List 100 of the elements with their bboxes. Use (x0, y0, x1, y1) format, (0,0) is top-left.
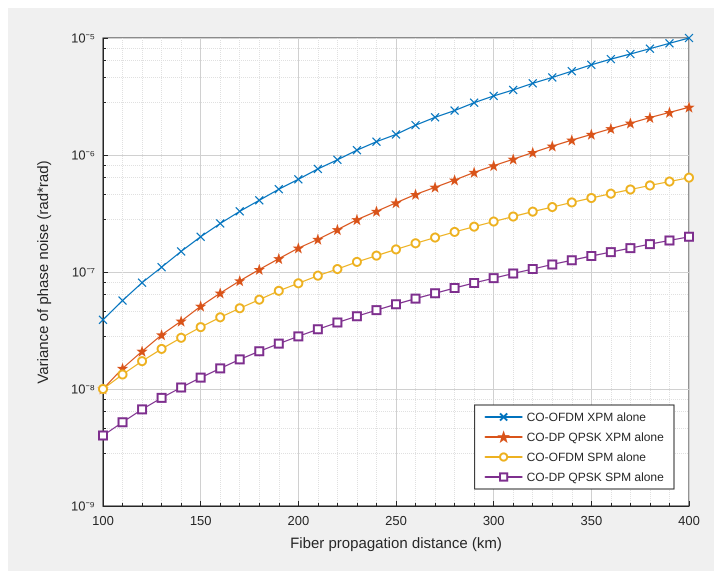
point (410, 294, 421, 304)
point (234, 354, 245, 364)
point (176, 332, 186, 343)
point (684, 33, 694, 43)
point (625, 243, 636, 254)
point (410, 120, 420, 130)
point (508, 154, 518, 164)
point (664, 235, 674, 246)
point (469, 278, 480, 288)
y-tick-label: 10⁻⁶ (71, 148, 95, 162)
point (567, 66, 576, 76)
point (313, 234, 322, 244)
point (566, 197, 577, 208)
x-tick-label: 150 (190, 513, 212, 528)
point (586, 130, 596, 139)
point (254, 346, 264, 356)
point (332, 318, 342, 328)
point (137, 404, 148, 414)
point (469, 222, 480, 232)
point (118, 417, 128, 428)
legend-label: CO-OFDM XPM alone (526, 410, 646, 424)
point (293, 331, 304, 342)
point (332, 155, 342, 164)
y-tick-label: 10⁻⁸ (71, 382, 95, 396)
point (137, 356, 148, 366)
point (196, 372, 206, 383)
x-tick-label: 100 (92, 513, 114, 528)
legend-label: CO-DP QPSK SPM alone (526, 470, 664, 484)
x-tick-label: 300 (482, 513, 505, 528)
point (528, 264, 538, 274)
point (137, 346, 147, 356)
point (606, 188, 616, 199)
x-axis-title: Fiber propagation distance (km) (290, 535, 502, 552)
point (684, 232, 694, 242)
point (488, 273, 499, 284)
point (566, 255, 577, 266)
point (176, 382, 186, 392)
point (274, 184, 284, 194)
point (644, 239, 655, 250)
point (215, 312, 226, 322)
point (235, 276, 244, 286)
point (644, 180, 655, 190)
point (312, 270, 323, 281)
point (352, 256, 362, 267)
point (664, 108, 674, 118)
point (372, 137, 382, 146)
point (450, 226, 460, 237)
point (664, 176, 674, 187)
point (430, 182, 440, 192)
point (391, 130, 401, 139)
point (470, 168, 479, 178)
point (450, 106, 460, 116)
point (234, 303, 245, 314)
y-tick-label: 10⁻⁹ (70, 498, 95, 514)
point (528, 78, 538, 88)
point (371, 250, 382, 261)
point (235, 206, 244, 216)
point (470, 98, 479, 108)
point (293, 278, 304, 288)
point (216, 218, 225, 228)
y-axis-title: Variance of phase noise (rad*rad) (35, 160, 52, 384)
point (312, 324, 323, 334)
point (606, 247, 616, 258)
point (684, 102, 694, 112)
point (430, 232, 440, 243)
point (391, 299, 401, 310)
point (157, 330, 166, 340)
point (137, 278, 147, 288)
point (508, 85, 518, 95)
point (274, 338, 284, 349)
point (294, 174, 303, 184)
y-tick-label: 10⁻⁵ (71, 30, 95, 46)
legend-label: CO-DP QPSK XPM alone (526, 430, 664, 444)
point (625, 184, 636, 195)
point (98, 430, 108, 441)
point (410, 190, 420, 200)
point (586, 60, 596, 70)
point (528, 206, 538, 217)
point (371, 305, 382, 316)
point (156, 344, 167, 354)
point (626, 49, 635, 59)
point (274, 286, 284, 296)
point (391, 244, 401, 254)
point (118, 296, 128, 306)
point (547, 259, 558, 270)
point (352, 146, 362, 155)
y-tick-label: 10⁻⁷ (72, 264, 96, 280)
point (586, 193, 596, 203)
point (196, 322, 206, 332)
point (196, 232, 206, 242)
point (157, 262, 166, 272)
point (410, 238, 421, 248)
point (176, 246, 186, 256)
point (684, 172, 694, 183)
point (528, 148, 538, 158)
legend-label: CO-OFDM SPM alone (526, 450, 646, 464)
point (450, 282, 460, 293)
point (254, 196, 264, 205)
point (508, 268, 518, 278)
x-tick-label: 250 (385, 513, 407, 528)
